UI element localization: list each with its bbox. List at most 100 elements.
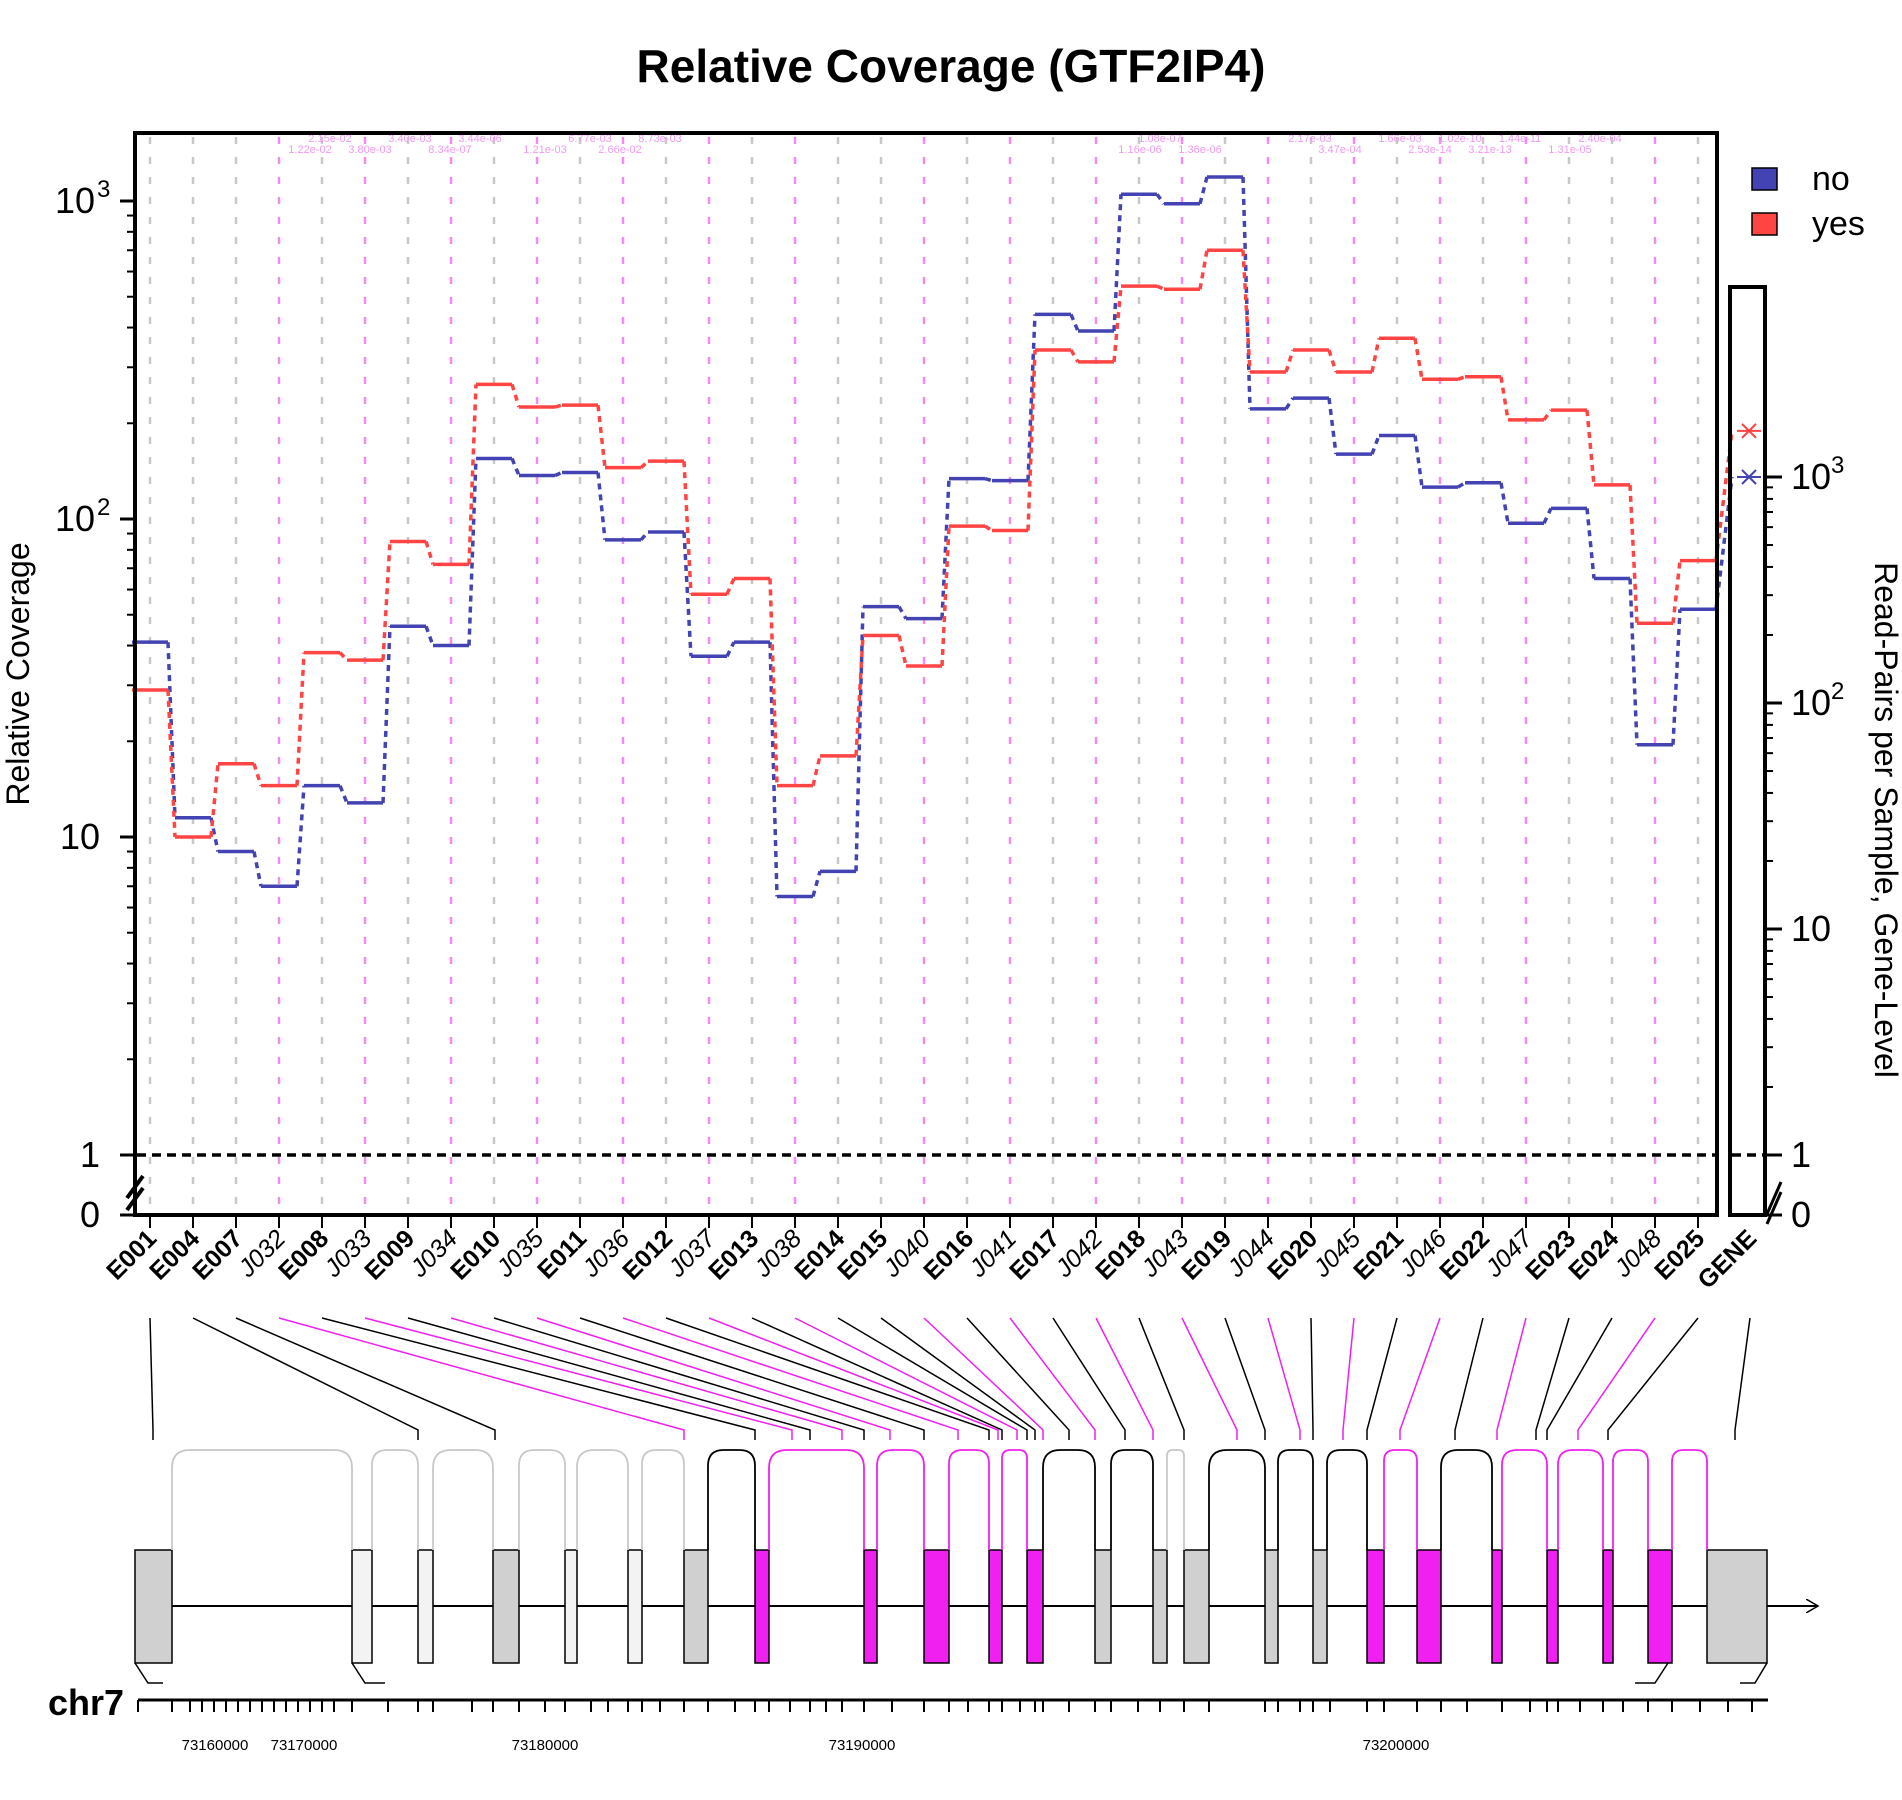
gene-level-markers [1737, 423, 1761, 485]
connector-j045 [1342, 1317, 1355, 1440]
connector-e012 [665, 1317, 990, 1440]
x-category-labels: E001E004E007J032E008J033E009J034E010J035… [101, 1215, 1762, 1294]
pvalue-label: 8.34e-07 [428, 144, 471, 156]
exon-block [1602, 1549, 1614, 1664]
transcript-end-hook [134, 1662, 163, 1684]
legend-swatch-no [1751, 167, 1778, 191]
right-y-tick-label: 10 [1791, 456, 1831, 497]
transcript-end-hook [351, 1662, 385, 1684]
exon-block [1026, 1549, 1044, 1664]
connector-e014 [837, 1317, 1028, 1440]
pvalue-label: 3.21e-13 [1468, 144, 1511, 156]
right-y-tick-label: 10 [1791, 908, 1831, 949]
connector-j042 [1095, 1317, 1154, 1440]
feature-connector-lines [149, 1317, 1751, 1440]
right-y-tick-exponent: 2 [1831, 678, 1844, 705]
splice-junction-arc [371, 1449, 419, 1550]
series-layer [132, 175, 1734, 899]
connector-j032 [278, 1317, 685, 1440]
x-tick-label-e019: E019 [1176, 1224, 1237, 1285]
exon-block [351, 1549, 373, 1664]
x-tick-label-e022: E022 [1434, 1224, 1495, 1285]
y-axis-label: Relative Coverage [0, 542, 36, 805]
pvalue-label: 8.73e-03 [638, 133, 681, 145]
x-tick-label-e021: E021 [1348, 1224, 1409, 1285]
x-tick-label-e010: E010 [445, 1224, 506, 1285]
connector-j035 [536, 1317, 891, 1440]
splice-junction-arc [1208, 1449, 1266, 1550]
connector-j046 [1399, 1317, 1441, 1440]
exon-block [1183, 1549, 1210, 1664]
connector-e008 [321, 1317, 756, 1440]
exon-block [683, 1549, 709, 1664]
splice-junction-arc [707, 1449, 756, 1550]
connector-e009 [407, 1317, 811, 1440]
y-tick-label: 10 [60, 816, 100, 857]
x-tick-label-e024: E024 [1563, 1224, 1624, 1285]
chart-title: Relative Coverage (GTF2IP4) [637, 40, 1266, 92]
x-tick-label-e016: E016 [918, 1224, 979, 1285]
chromosome-label: chr7 [48, 1682, 124, 1723]
connector-gene [1734, 1317, 1751, 1440]
connector-e015 [880, 1317, 1036, 1440]
pvalue-label: 1.02e-10 [1438, 133, 1481, 145]
connector-j038 [794, 1317, 1018, 1440]
connector-e023 [1535, 1317, 1570, 1440]
connector-e016 [966, 1317, 1070, 1440]
axis-break-mark [1765, 1181, 1783, 1215]
exon-block [988, 1549, 1003, 1664]
y-tick-exponent: 2 [97, 494, 110, 521]
splice-junction-arc [1383, 1449, 1418, 1550]
pvalue-label: 2.15e-02 [308, 133, 351, 145]
pvalue-label: 3.80e-03 [348, 144, 391, 156]
splice-junction-arc [1166, 1449, 1185, 1550]
exon-block [1491, 1549, 1503, 1664]
connector-e021 [1366, 1317, 1398, 1440]
connector-e024 [1546, 1317, 1613, 1440]
exon-block [1264, 1549, 1279, 1664]
splice-junction-arc [518, 1449, 566, 1550]
axis-break-mark [125, 1174, 145, 1200]
gene-level-panel [1728, 285, 1767, 1217]
gene-level-marker-no [1737, 469, 1761, 485]
pvalue-label: 1.16e-06 [1118, 144, 1161, 156]
x-tick-label-e004: E004 [144, 1224, 205, 1285]
connector-e011 [579, 1317, 925, 1440]
pvalue-label: 3.40e-03 [388, 133, 431, 145]
pvalue-label: 2.40e-04 [1578, 133, 1621, 145]
splice-junction-arc [1440, 1449, 1493, 1550]
splice-junction-arc [576, 1449, 629, 1550]
gene-model [134, 1449, 1818, 1684]
x-tick-label-e017: E017 [1004, 1224, 1065, 1285]
splice-junction-arc [1612, 1449, 1649, 1550]
splice-junction-arc [1042, 1449, 1096, 1550]
x-tick-label-e001: E001 [101, 1224, 162, 1285]
splice-junction-arc [1557, 1449, 1604, 1550]
connector-e018 [1138, 1317, 1185, 1440]
pvalue-label: 1.44e-11 [1499, 133, 1542, 145]
connector-j044 [1267, 1317, 1301, 1440]
splice-junction-arc [948, 1449, 990, 1550]
connector-e004 [192, 1317, 419, 1440]
right-y-tick-exponent: 3 [1831, 452, 1844, 479]
gene-level-marker-yes [1737, 423, 1761, 439]
transcript-end-hook [1635, 1662, 1669, 1684]
connector-j047 [1496, 1317, 1527, 1440]
x-tick-label-e018: E018 [1090, 1224, 1151, 1285]
x-tick-label-e007: E007 [187, 1224, 248, 1285]
connector-e019 [1224, 1317, 1266, 1440]
splice-junction-arc [1501, 1449, 1548, 1550]
pvalue-label: 1.36e-06 [1178, 144, 1221, 156]
pvalue-label: 1.22e-02 [288, 144, 331, 156]
connector-e010 [493, 1317, 865, 1440]
connector-j043 [1181, 1317, 1238, 1440]
genomic-tick-label: 73200000 [1363, 1737, 1430, 1754]
x-tick-label-e023: E023 [1520, 1224, 1581, 1285]
x-tick-label-e009: E009 [359, 1224, 420, 1285]
exon-block [627, 1549, 643, 1664]
connector-e013 [751, 1317, 1003, 1440]
series-yes [132, 248, 1734, 839]
